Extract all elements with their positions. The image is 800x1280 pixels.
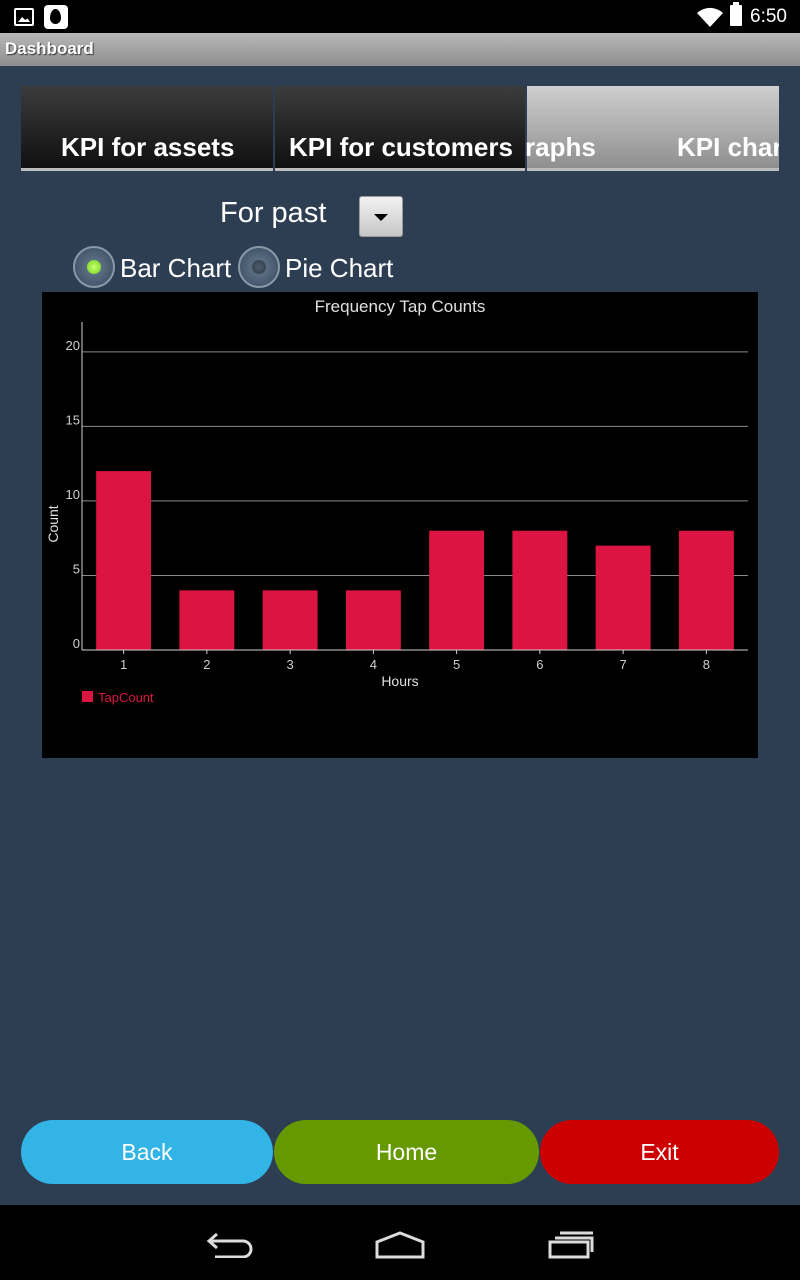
title-bar: Dashboard (0, 33, 800, 66)
chart-title: Frequency Tap Counts (315, 297, 486, 316)
bar (678, 530, 734, 650)
exit-button[interactable]: Exit (540, 1120, 779, 1184)
back-button[interactable]: Back (21, 1120, 273, 1184)
chart-y-ticks: 0 5 10 15 20 (66, 338, 80, 651)
dropbox-icon (44, 5, 68, 29)
wifi-icon (697, 7, 723, 28)
legend-label: TapCount (98, 690, 154, 705)
x-tick-label: 7 (620, 657, 627, 672)
x-tick-label: 5 (453, 657, 460, 672)
tab-label: raphs (525, 132, 596, 162)
y-tick-label: 0 (73, 636, 80, 651)
x-tick-label: 1 (120, 657, 127, 672)
tab-kpi-customers[interactable]: KPI for customers (275, 86, 525, 171)
bar (262, 590, 318, 650)
pie-chart-label: Pie Chart (285, 253, 394, 283)
period-dropdown[interactable] (359, 196, 403, 237)
bar (595, 545, 651, 650)
system-nav-bar (0, 1205, 800, 1280)
x-tick-label: 2 (203, 657, 210, 672)
home-button[interactable]: Home (274, 1120, 539, 1184)
radio-checked-icon (87, 260, 101, 274)
y-tick-label: 20 (66, 338, 80, 353)
bar (96, 471, 152, 650)
tab-kpi-assets[interactable]: KPI for assets (21, 86, 273, 171)
page-title: Dashboard (5, 39, 94, 58)
back-nav-icon[interactable] (205, 1230, 255, 1258)
image-notification-icon (14, 8, 34, 26)
bar-chart-radio[interactable] (73, 246, 115, 288)
bar-chart-label: Bar Chart (120, 253, 232, 283)
legend-swatch (82, 691, 93, 702)
x-tick-label: 4 (370, 657, 377, 672)
bar (512, 530, 568, 650)
y-tick-label: 15 (66, 412, 80, 427)
bar (179, 590, 235, 650)
x-tick-label: 8 (703, 657, 710, 672)
bar (345, 590, 401, 650)
tab-bar[interactable]: KPI for assets KPI for customers raphs K… (21, 86, 779, 171)
status-bar: 6:50 (0, 0, 800, 33)
y-axis-label: Count (45, 505, 61, 542)
period-label: For past (220, 197, 327, 229)
x-axis-label: Hours (381, 673, 418, 689)
chart-x-ticks: 1 2 3 4 5 6 7 8 (120, 650, 710, 672)
chart-grid (82, 351, 748, 576)
bar (429, 530, 485, 650)
pie-chart-radio[interactable] (238, 246, 280, 288)
tab-label: KPI for assets (61, 132, 235, 162)
chart-svg: Frequency Tap Counts 1 2 3 4 5 6 7 8 0 5 10 15 20 H… (45, 297, 748, 705)
x-tick-label: 6 (536, 657, 543, 672)
status-time: 6:50 (750, 6, 787, 27)
x-tick-label: 3 (287, 657, 294, 672)
tab-label: KPI for customers (289, 132, 513, 162)
tab-label: KPI char (677, 132, 779, 162)
tab-graphs[interactable]: raphs KPI char (525, 86, 779, 171)
y-tick-label: 5 (73, 561, 80, 576)
home-nav-icon[interactable] (374, 1230, 426, 1260)
radio-unchecked-icon (252, 260, 266, 274)
y-tick-label: 10 (66, 487, 80, 502)
recents-nav-icon[interactable] (547, 1230, 595, 1260)
chart-bars (96, 471, 734, 650)
bar-chart: Frequency Tap Counts 1 2 3 4 5 6 7 8 0 5 10 15 20 H… (42, 292, 758, 758)
battery-icon (730, 2, 742, 26)
